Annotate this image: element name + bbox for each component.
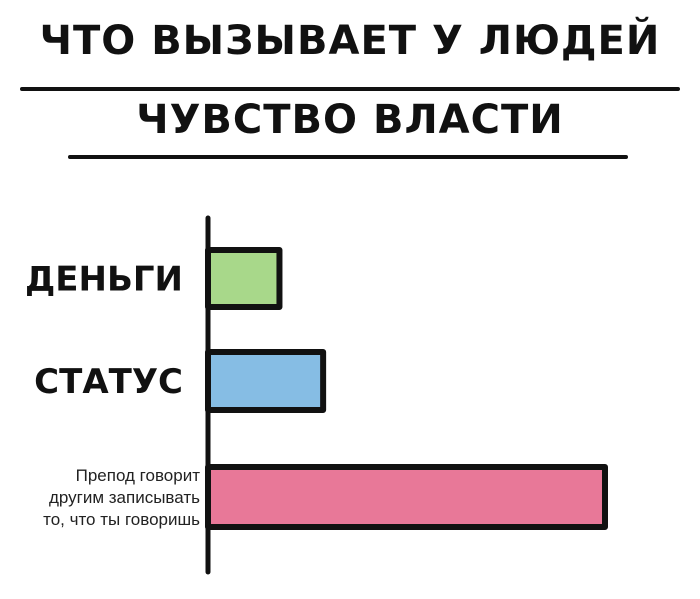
bar-2	[205, 349, 327, 413]
category-label-3: то, что ты говоришь	[43, 510, 200, 529]
category-label-3: другим записывать	[49, 488, 200, 507]
bar-1	[205, 247, 283, 310]
category-label-3: Препод говорит	[76, 466, 201, 485]
title-underline-1	[20, 87, 680, 91]
chart-title-line-1: ЧТО ВЫЗЫВАЕТ У ЛЮДЕЙ	[39, 18, 661, 64]
title-underline-2	[68, 155, 628, 159]
category-label-2: СТАТУС	[34, 362, 183, 402]
bar-3	[205, 464, 608, 530]
chart-title-line-2: ЧУВСТВО ВЛАСТИ	[136, 97, 564, 143]
category-label-1: ДЕНЬГИ	[25, 260, 183, 300]
